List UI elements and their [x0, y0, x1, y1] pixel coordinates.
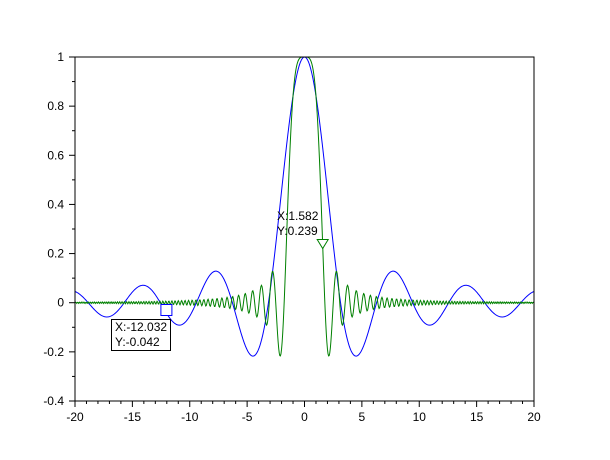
y-tick-label: 0.6 [47, 148, 64, 162]
datatip-label[interactable]: X:1.582 Y:0.239 [277, 209, 318, 239]
x-tick-label: -20 [66, 410, 84, 424]
y-tick-label: -0.4 [43, 394, 64, 408]
y-tick-label: 1 [57, 50, 64, 64]
x-tick-label: -5 [242, 410, 253, 424]
curve-sinc[interactable] [74, 56, 535, 357]
x-tick-label: 15 [470, 410, 484, 424]
y-tick-label: 0.2 [47, 247, 64, 261]
x-tick-label: 20 [527, 410, 541, 424]
y-tick-label: -0.2 [43, 345, 64, 359]
datatip-square-marker[interactable] [160, 304, 173, 316]
datatip-box[interactable]: X:-12.032 Y:-0.042 [111, 319, 172, 351]
x-tick-label: -15 [124, 410, 142, 424]
y-tick-label: 0.4 [47, 197, 64, 211]
datatip-x-value: X:1.582 [277, 209, 319, 223]
x-tick-label: 10 [413, 410, 427, 424]
datatip-y-value: Y:-0.042 [115, 335, 160, 349]
datatip-y-value: Y:0.239 [277, 224, 318, 238]
y-tick-label: 0.8 [47, 99, 64, 113]
x-tick-label: 0 [301, 410, 308, 424]
x-tick-label: -10 [181, 410, 199, 424]
y-tick-label: 0 [57, 296, 64, 310]
datatip-x-value: X:-12.032 [115, 320, 168, 334]
x-tick-label: 5 [359, 410, 366, 424]
curve-sinc-chirp[interactable] [74, 56, 535, 357]
datatip-triangle-down-marker[interactable] [316, 239, 330, 250]
